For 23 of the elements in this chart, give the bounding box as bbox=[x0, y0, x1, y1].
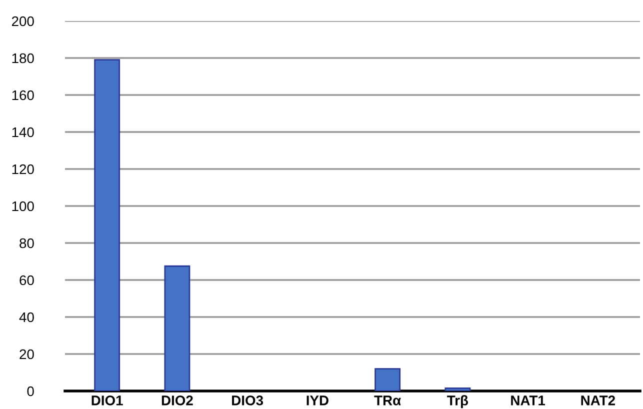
y-tick-label: 40 bbox=[19, 312, 34, 322]
bar bbox=[94, 59, 120, 391]
bar bbox=[374, 368, 401, 391]
y-tick-label: 100 bbox=[12, 201, 34, 212]
x-tick-label: DIO2 bbox=[162, 396, 193, 406]
x-tick-label: IYD bbox=[306, 396, 328, 406]
y-tick-label: 160 bbox=[12, 90, 34, 100]
x-tick-label: NAT2 bbox=[581, 396, 615, 406]
x-tick-label: DIO3 bbox=[232, 396, 264, 406]
x-tick-label: NAT1 bbox=[511, 396, 546, 406]
y-tick-label: 200 bbox=[12, 16, 34, 26]
y-tick-label: 60 bbox=[20, 275, 34, 286]
x-tick-label: DIO1 bbox=[92, 396, 123, 406]
x-tick-label: Trβ bbox=[447, 395, 468, 408]
y-tick-label: 140 bbox=[12, 127, 34, 138]
bar bbox=[444, 388, 471, 391]
y-tick-label: 120 bbox=[12, 164, 34, 174]
x-tick-label: TRα bbox=[374, 396, 401, 406]
y-tick-label: 80 bbox=[20, 238, 34, 248]
y-tick-label: 20 bbox=[20, 349, 34, 360]
bar bbox=[164, 265, 190, 391]
y-tick-label: 180 bbox=[12, 53, 34, 64]
y-tick-label: 0 bbox=[27, 386, 34, 396]
